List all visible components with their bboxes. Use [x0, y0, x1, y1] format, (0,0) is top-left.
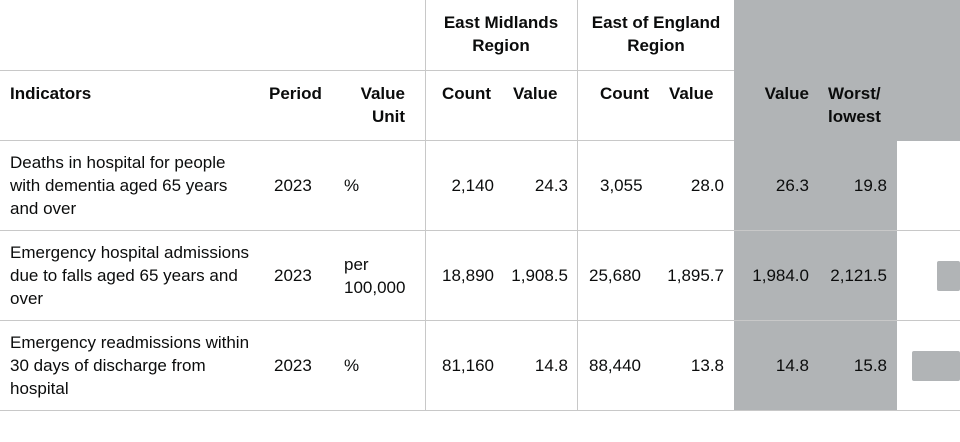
header-bottom-border: [0, 140, 734, 141]
column-divider: [577, 0, 578, 411]
em-count: 81,160: [442, 356, 494, 375]
england-value: 14.8: [775, 356, 809, 375]
col-header-em-count: Count: [442, 84, 492, 103]
indicator-name: Emergency hospital admissions due to fal…: [10, 243, 250, 308]
ee-value: 1,895.7: [667, 266, 724, 285]
worst-lowest-value: 19.8: [853, 176, 887, 195]
ee-value: 13.8: [690, 356, 724, 375]
col-header-value-unit: Value Unit: [360, 84, 405, 126]
row-divider: [0, 230, 960, 231]
england-value-column-bg: [734, 141, 897, 411]
ee-count: 3,055: [600, 176, 643, 195]
spine-chart-bar: [912, 351, 960, 381]
col-header-ee-count: Count: [600, 84, 650, 103]
ee-value: 28.0: [690, 176, 724, 195]
worst-lowest-value: 2,121.5: [830, 266, 887, 285]
value-unit: %: [344, 176, 360, 195]
period-value: 2023: [274, 266, 312, 285]
indicator-name: Emergency readmissions within 30 days of…: [10, 333, 250, 398]
spine-chart-bar: [937, 261, 960, 291]
group-header-east-midlands: East Midlands Region: [443, 13, 559, 55]
col-header-england-value: Value: [764, 84, 809, 103]
em-value: 1,908.5: [511, 266, 568, 285]
value-unit: per 100,000: [344, 255, 406, 297]
col-header-indicators: Indicators: [10, 84, 92, 103]
england-value: 26.3: [775, 176, 809, 195]
header-divider: [0, 70, 734, 71]
em-count: 18,890: [442, 266, 494, 285]
england-value: 1,984.0: [752, 266, 809, 285]
england-group-header-bg: [734, 0, 960, 141]
em-count: 2,140: [451, 176, 494, 195]
ee-count: 88,440: [589, 356, 641, 375]
col-header-period: Period: [269, 84, 322, 103]
group-header-east-of-england: East of England Region: [591, 13, 721, 55]
col-header-em-value: Value: [513, 84, 558, 103]
period-value: 2023: [274, 176, 312, 195]
column-divider: [425, 0, 426, 411]
em-value: 14.8: [534, 356, 568, 375]
col-header-ee-value: Value: [669, 84, 714, 103]
ee-count: 25,680: [589, 266, 641, 285]
indicator-name: Deaths in hospital for people with demen…: [10, 153, 228, 218]
period-value: 2023: [274, 356, 312, 375]
table-bottom-border: [0, 410, 960, 411]
worst-lowest-value: 15.8: [853, 356, 887, 375]
col-header-worst-lowest: Worst/ lowest: [828, 84, 881, 126]
em-value: 24.3: [534, 176, 568, 195]
value-unit: %: [344, 356, 360, 375]
row-divider: [0, 320, 960, 321]
